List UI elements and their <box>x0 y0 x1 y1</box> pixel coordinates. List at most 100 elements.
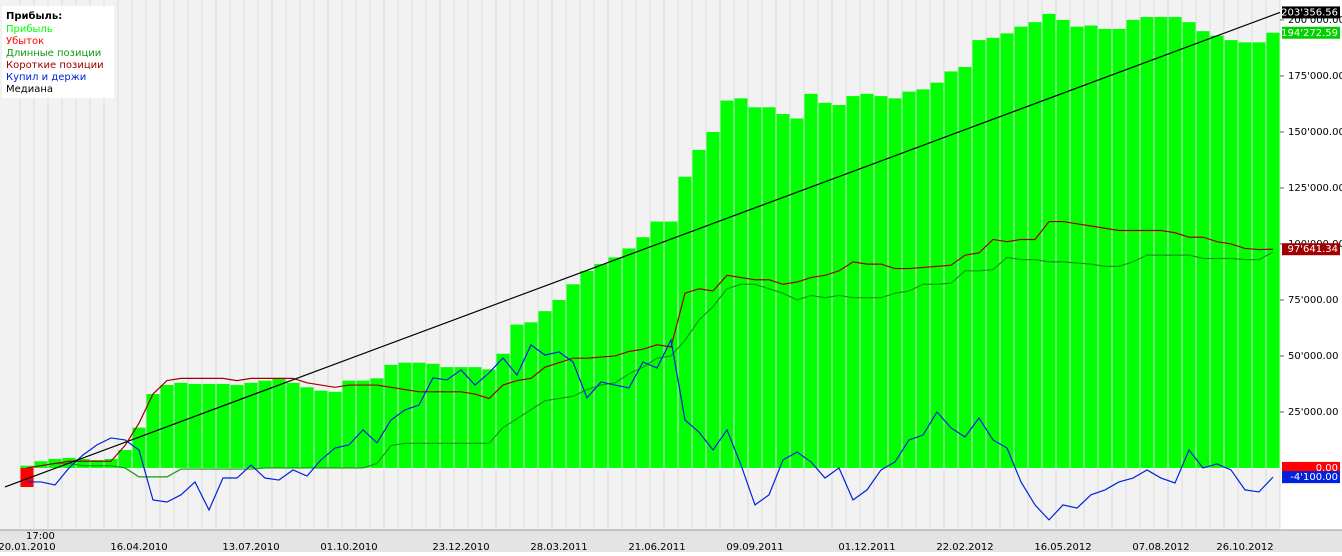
bar <box>804 93 818 468</box>
bar <box>1070 26 1084 468</box>
bar <box>1098 28 1112 468</box>
bar <box>202 383 216 468</box>
marks <box>4 11 1281 521</box>
value-tag <box>1282 6 1340 19</box>
bar <box>132 427 146 468</box>
bar <box>860 93 874 468</box>
x-axis-strip <box>0 530 1342 552</box>
bar <box>510 324 524 468</box>
bar <box>1056 19 1070 468</box>
y-tick-label: 175'000.00 <box>1288 71 1342 82</box>
axis: 25'000.0050'000.0075'000.00100'000.00125… <box>0 6 1342 553</box>
bar <box>356 380 370 468</box>
bar <box>20 465 34 468</box>
bar <box>930 82 944 468</box>
bar <box>1224 40 1238 468</box>
bar <box>286 382 300 468</box>
median-line <box>4 11 1281 488</box>
bar <box>888 98 902 468</box>
legend-title: Прибыль: <box>6 10 62 22</box>
legend-entry: Короткие позиции <box>6 60 104 71</box>
bar <box>174 382 188 468</box>
x-tick-label: 01.12.2011 <box>838 542 895 552</box>
line <box>26 251 1274 478</box>
x-tick-label: 22.02.2012 <box>936 542 993 552</box>
value-tag <box>1282 461 1340 474</box>
bar <box>398 362 412 468</box>
y-tick-label: 125'000.00 <box>1288 183 1342 194</box>
x-tick-label: 28.03.2011 <box>530 542 587 552</box>
bar <box>1000 33 1014 468</box>
bar <box>958 66 972 468</box>
y-tick-label: 50'000.00 <box>1288 351 1338 362</box>
bar <box>118 450 132 468</box>
y-tick-label: 150'000.00 <box>1288 127 1342 138</box>
x-tick-label: 21.06.2011 <box>628 542 685 552</box>
bar <box>762 107 776 468</box>
bar <box>482 369 496 468</box>
legend-entry: Длинные позиции <box>6 48 101 59</box>
bar <box>776 114 790 468</box>
x-tick-label: 07.08.2012 <box>1132 542 1189 552</box>
bar <box>916 89 930 468</box>
value-tag-label: 97'641.34 <box>1288 244 1338 255</box>
grid <box>19 0 1281 530</box>
bar <box>468 367 482 468</box>
x-tick-label: 26.10.2012 <box>1216 542 1273 552</box>
legend-entry: Убыток <box>6 36 44 47</box>
value-tag-label: -4'100.00 <box>1290 472 1338 483</box>
bar <box>692 149 706 468</box>
bar <box>272 378 286 468</box>
bar <box>370 378 384 468</box>
bar <box>1084 25 1098 468</box>
bar <box>734 98 748 468</box>
bar <box>1014 26 1028 468</box>
bar <box>188 383 202 468</box>
bar <box>1140 17 1154 468</box>
legend-entry: Купил и держи <box>6 72 86 83</box>
y-tick-label: 75'000.00 <box>1288 295 1338 306</box>
bar <box>972 40 986 468</box>
bar <box>216 383 230 468</box>
bar <box>244 382 258 468</box>
bar <box>76 458 90 468</box>
value-tag-label: 194'272.59 <box>1281 28 1338 39</box>
bar <box>552 299 566 468</box>
bar <box>426 363 440 468</box>
bar <box>230 385 244 468</box>
value-tag <box>1282 243 1340 256</box>
value-tag <box>1282 471 1340 484</box>
bar <box>328 391 342 468</box>
bar <box>300 387 314 468</box>
x-tick-label: 09.09.2011 <box>726 542 783 552</box>
line <box>27 338 1274 521</box>
bar <box>314 390 328 468</box>
bar <box>1028 22 1042 468</box>
x-tick-label: 13.07.2010 <box>222 542 279 552</box>
legend-entry: Прибыль <box>6 24 53 35</box>
bar <box>566 284 580 468</box>
bar <box>90 460 104 468</box>
bar <box>1266 32 1280 468</box>
bar <box>1112 28 1126 468</box>
bar <box>1182 22 1196 468</box>
bar <box>496 353 510 468</box>
bar <box>1042 13 1056 468</box>
line <box>26 220 1274 469</box>
bar <box>440 367 454 468</box>
bar <box>636 237 650 468</box>
bar <box>986 37 1000 468</box>
bar <box>524 322 538 468</box>
y-tick-label: 200'000.00 <box>1288 15 1342 26</box>
x-tick-label: 16.04.2010 <box>110 542 167 552</box>
bar <box>1126 19 1140 468</box>
legend-entry: Медиана <box>6 84 53 95</box>
bar <box>1168 17 1182 468</box>
bar <box>678 176 692 468</box>
bar <box>1196 31 1210 468</box>
bar <box>720 100 734 468</box>
value-tag-label: 203'356.56 <box>1281 7 1338 18</box>
bar <box>832 105 846 468</box>
